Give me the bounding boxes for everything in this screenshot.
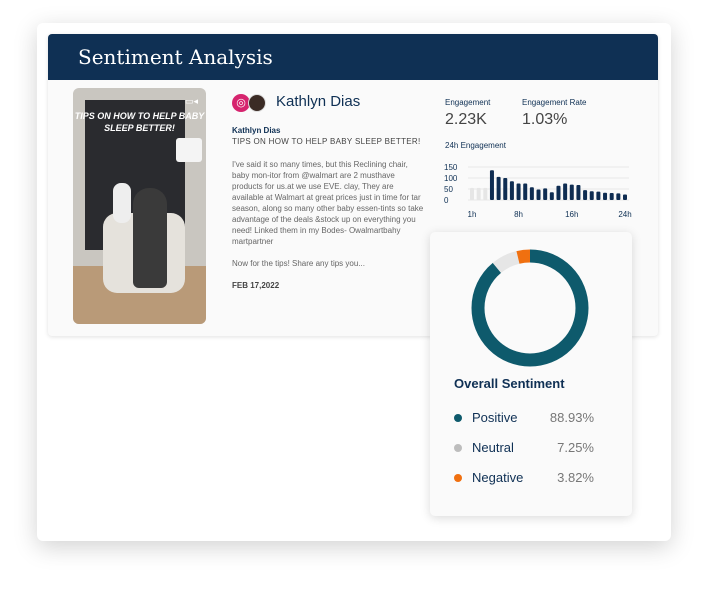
bar [609, 192, 614, 200]
engagement-rate-label: Engagement Rate [522, 98, 587, 107]
bar [623, 194, 627, 200]
bar [616, 193, 621, 200]
bar [529, 187, 534, 200]
post-handle: Kathlyn Dias [232, 126, 281, 135]
engagement-value: 2.23K [445, 111, 487, 128]
legend-value: 88.93% [549, 410, 594, 425]
legend-label: Negative [472, 470, 524, 485]
bar [503, 178, 508, 200]
legend-item-negative: Negative 3.82% [454, 470, 604, 485]
sentiment-title: Overall Sentiment [454, 376, 565, 391]
bar [603, 192, 608, 200]
bar [483, 187, 488, 200]
page-title: Sentiment Analysis [48, 34, 658, 80]
x-tick-label: 1h [468, 210, 477, 219]
y-tick-label: 50 [444, 185, 453, 194]
donut-segment-negative [471, 249, 589, 367]
video-camera-icon: ▭◂ [184, 96, 198, 106]
engagement-rate-value: 1.03% [522, 111, 568, 128]
legend-dot-icon [454, 414, 462, 422]
avatar [248, 94, 266, 112]
legend-value: 7.25% [557, 440, 594, 455]
x-tick-label: 16h [565, 210, 578, 219]
y-tick-label: 150 [444, 163, 458, 172]
legend-dot-icon [454, 474, 462, 482]
post-date: FEB 17,2022 [232, 281, 280, 290]
legend-item-neutral: Neutral 7.25% [454, 440, 604, 455]
bar [496, 176, 501, 200]
legend-label: Positive [472, 410, 518, 425]
bar [543, 188, 548, 200]
legend-dot-icon [454, 444, 462, 452]
chart-title: 24h Engagement [445, 141, 506, 150]
post-more: Now for the tips! Share any tips you... [232, 259, 365, 268]
legend-value: 3.82% [557, 470, 594, 485]
donut-segment-positive [471, 249, 589, 367]
bar [536, 189, 541, 200]
post-image-caption: TIPS ON HOW TO HELP BABY SLEEP BETTER! [74, 111, 205, 133]
bar [516, 183, 521, 200]
post-image[interactable]: TIPS ON HOW TO HELP BABY SLEEP BETTER! ▭… [73, 88, 206, 324]
sentiment-panel: Overall Sentiment Positive 88.93% Neutral 7… [430, 232, 632, 516]
engagement-label: Engagement [445, 98, 491, 107]
sentiment-donut [471, 249, 589, 367]
post-title: TIPS ON HOW TO HELP BABY SLEEP BETTER! [232, 137, 421, 146]
engagement-chart: 150 100 50 0 1h 8h 16h 24h [444, 163, 632, 219]
legend-label: Neutral [472, 440, 514, 455]
bar [509, 181, 514, 200]
y-tick-label: 100 [444, 174, 458, 183]
bar [563, 183, 568, 200]
bar [596, 191, 601, 200]
bar [489, 170, 494, 200]
author-name: Kathlyn Dias [276, 93, 361, 110]
x-tick-label: 24h [618, 210, 631, 219]
x-tick-label: 8h [514, 210, 523, 219]
post-body: I've said it so many times, but this Rec… [232, 160, 424, 246]
bar [549, 192, 554, 200]
instagram-icon: ◎ [232, 94, 250, 112]
bar [556, 185, 561, 200]
bar [476, 187, 481, 200]
bar [583, 190, 588, 200]
y-tick-label: 0 [444, 196, 449, 205]
bar [576, 185, 581, 200]
bar [569, 184, 574, 200]
bar [470, 187, 474, 200]
bar [523, 183, 528, 200]
bar [589, 191, 594, 200]
sentiment-card: Sentiment Analysis TIPS ON HOW TO HELP B… [48, 34, 658, 336]
legend-item-positive: Positive 88.93% [454, 410, 604, 425]
